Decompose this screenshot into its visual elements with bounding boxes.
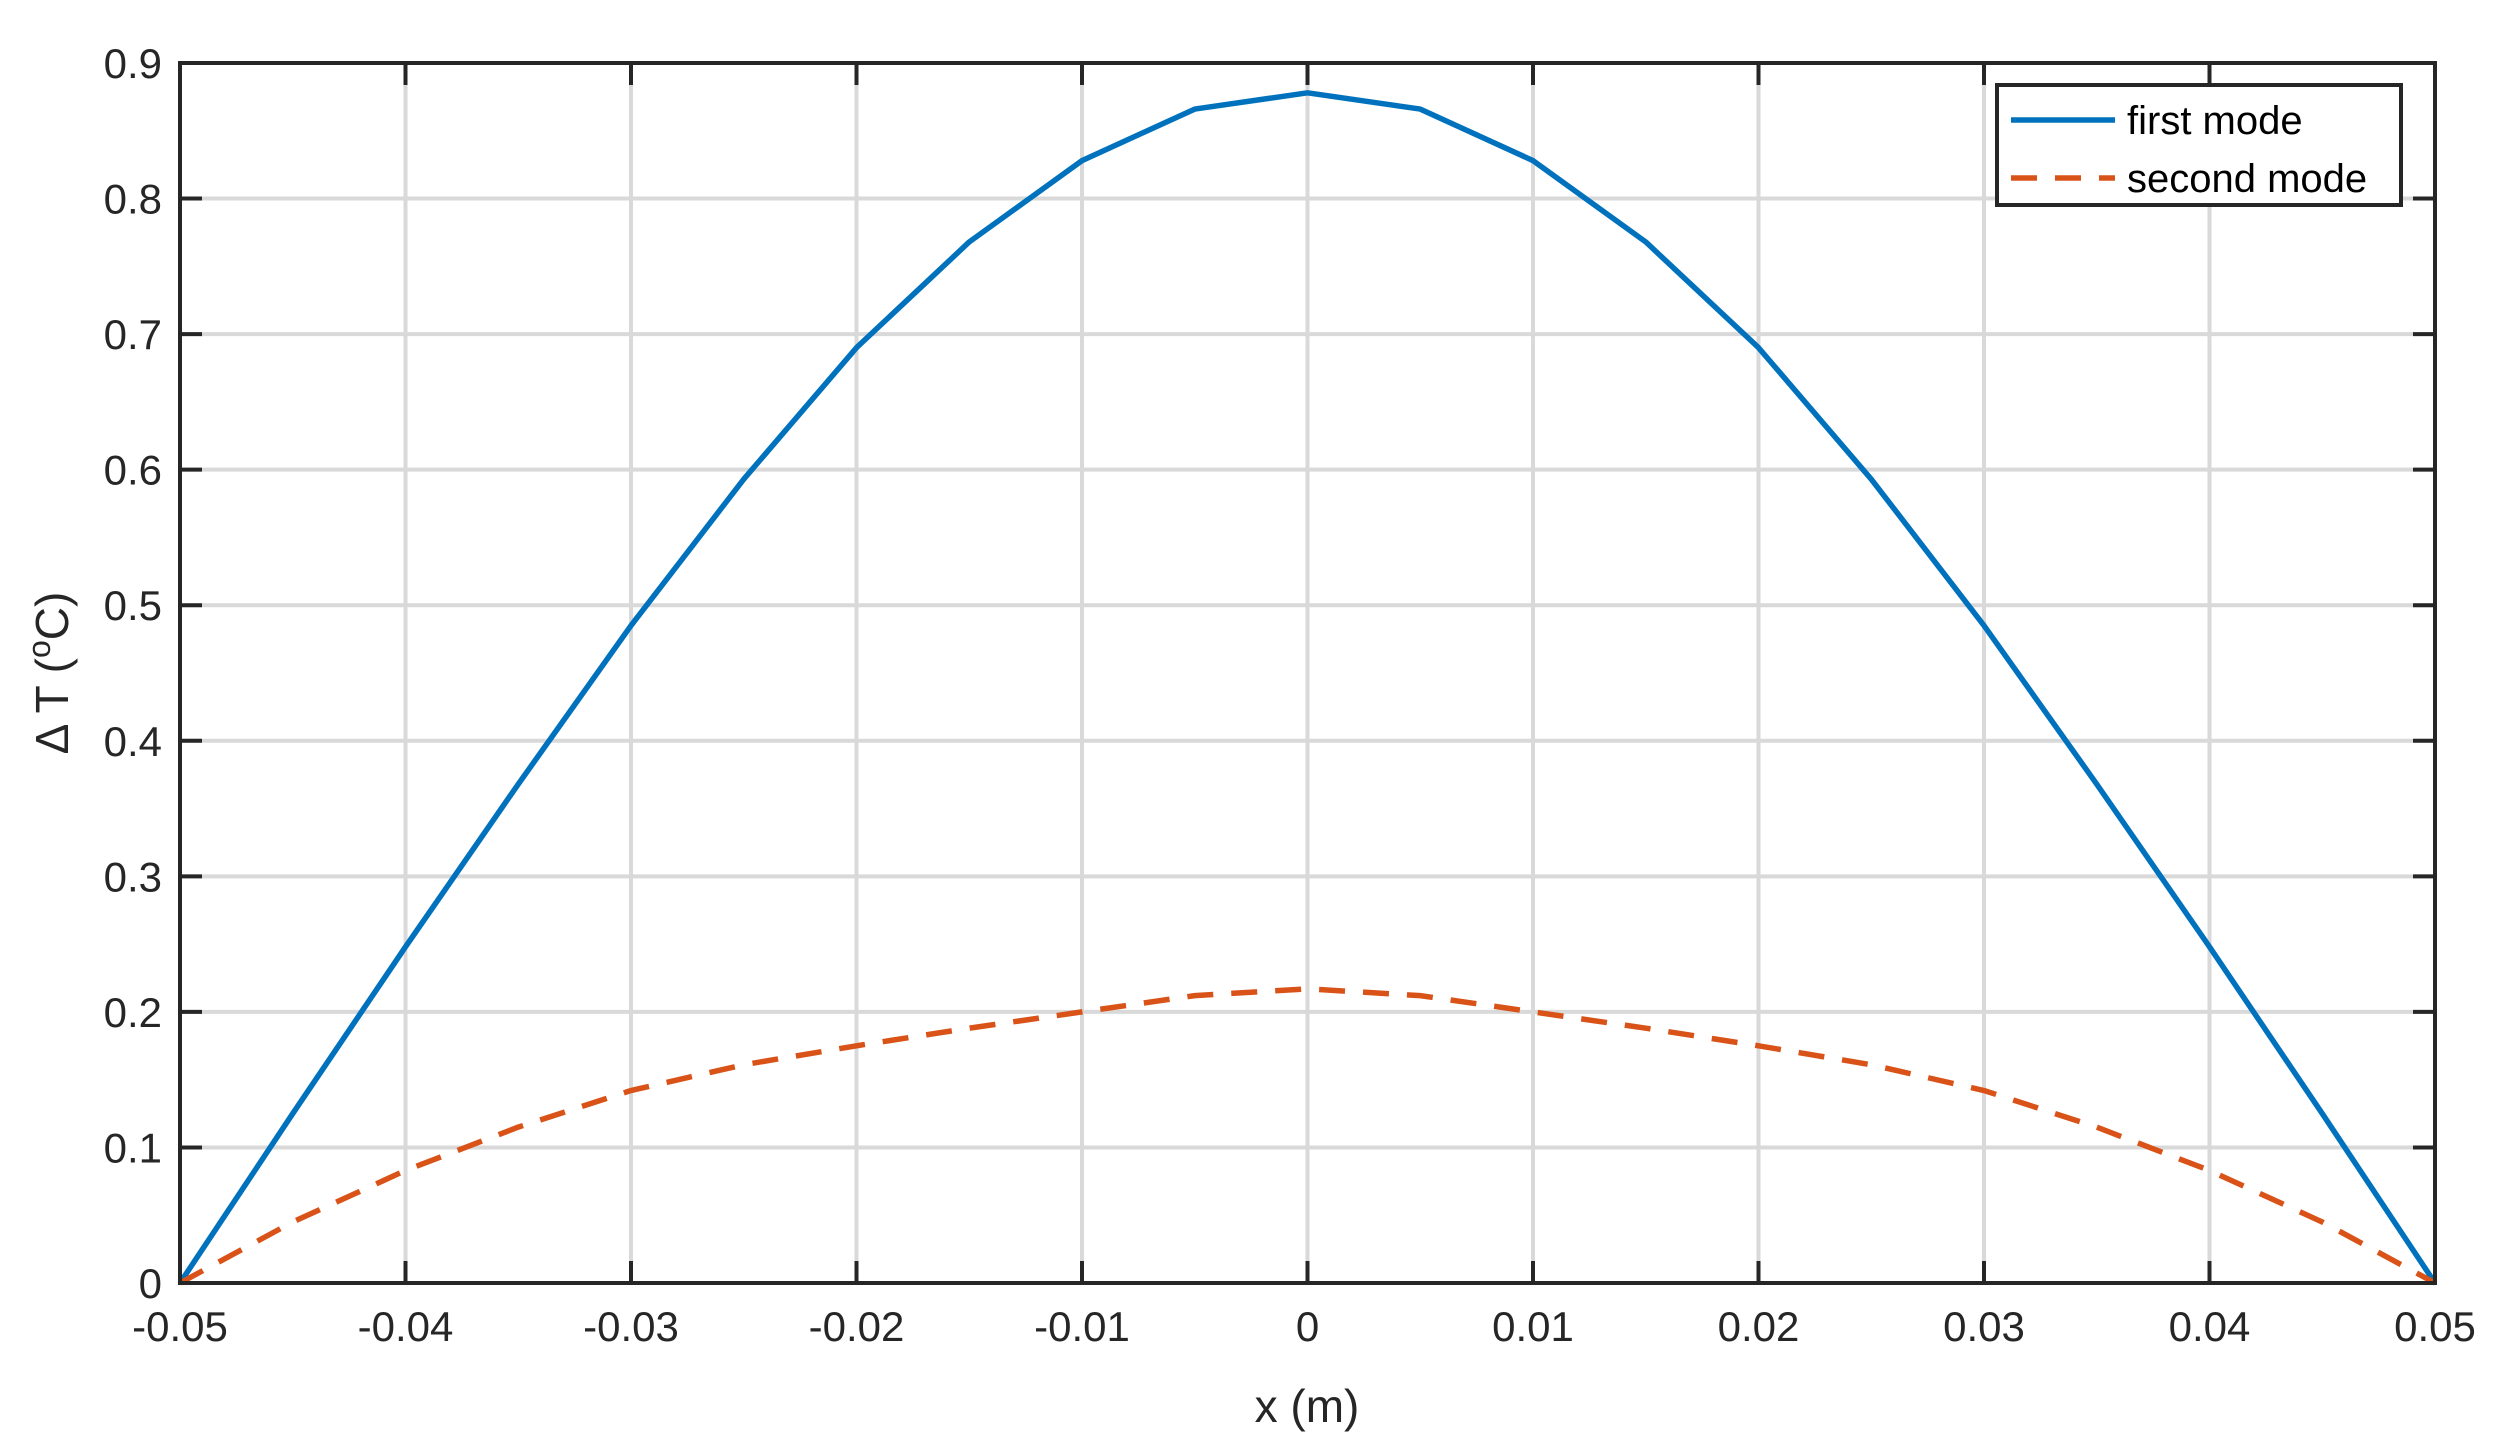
legend: first mode second mode [1995,83,2403,207]
y-tick-label: 0.1 [104,1124,162,1171]
x-axis-label: x (m) [1255,1380,1360,1432]
y-axis-label-superscript: o [21,640,57,658]
x-tick-label: -0.01 [1034,1303,1130,1350]
y-tick-label: 0.6 [104,447,162,494]
y-tick-label: 0.5 [104,582,162,629]
legend-label-1: first mode [2127,99,2303,143]
y-tick-label: 0.9 [104,40,162,87]
legend-box [1995,83,2403,207]
y-tick-label: 0.3 [104,853,162,900]
x-tick-label: 0.03 [1943,1303,2025,1350]
y-axis-label-suffix: C) [26,592,78,641]
series-line-2 [178,986,2437,1286]
x-tick-label: -0.04 [358,1303,454,1350]
x-tick-label: 0.02 [1718,1303,1800,1350]
x-tick-label: 0.04 [2169,1303,2251,1350]
tick-labels: -0.05 -0.04 -0.03 -0.02 -0.01 0 0.01 0.02 0.03 0.… [104,40,2476,1350]
y-tick-label: 0 [139,1260,162,1307]
x-tick-label: 0.01 [1492,1303,1574,1350]
x-tick-label: -0.02 [809,1303,905,1350]
series-line-1 [177,90,2438,1285]
axes-layer [178,61,2437,1285]
y-tick-label: 0.2 [104,989,162,1036]
y-tick-label: 0.7 [104,311,162,358]
y-axis-label-prefix: Δ T ( [26,657,78,754]
x-tick-label: 0 [1296,1303,1319,1350]
y-tick-label: 0.8 [104,176,162,223]
y-axis-label: Δ T (oC) [21,592,78,755]
x-tick-label: -0.05 [132,1303,228,1350]
x-tick-label: -0.03 [583,1303,679,1350]
y-tick-label: 0.4 [104,718,162,765]
legend-label-2: second mode [2127,157,2367,201]
series-layer [177,90,2438,1286]
x-tick-label: 0.05 [2394,1303,2476,1350]
